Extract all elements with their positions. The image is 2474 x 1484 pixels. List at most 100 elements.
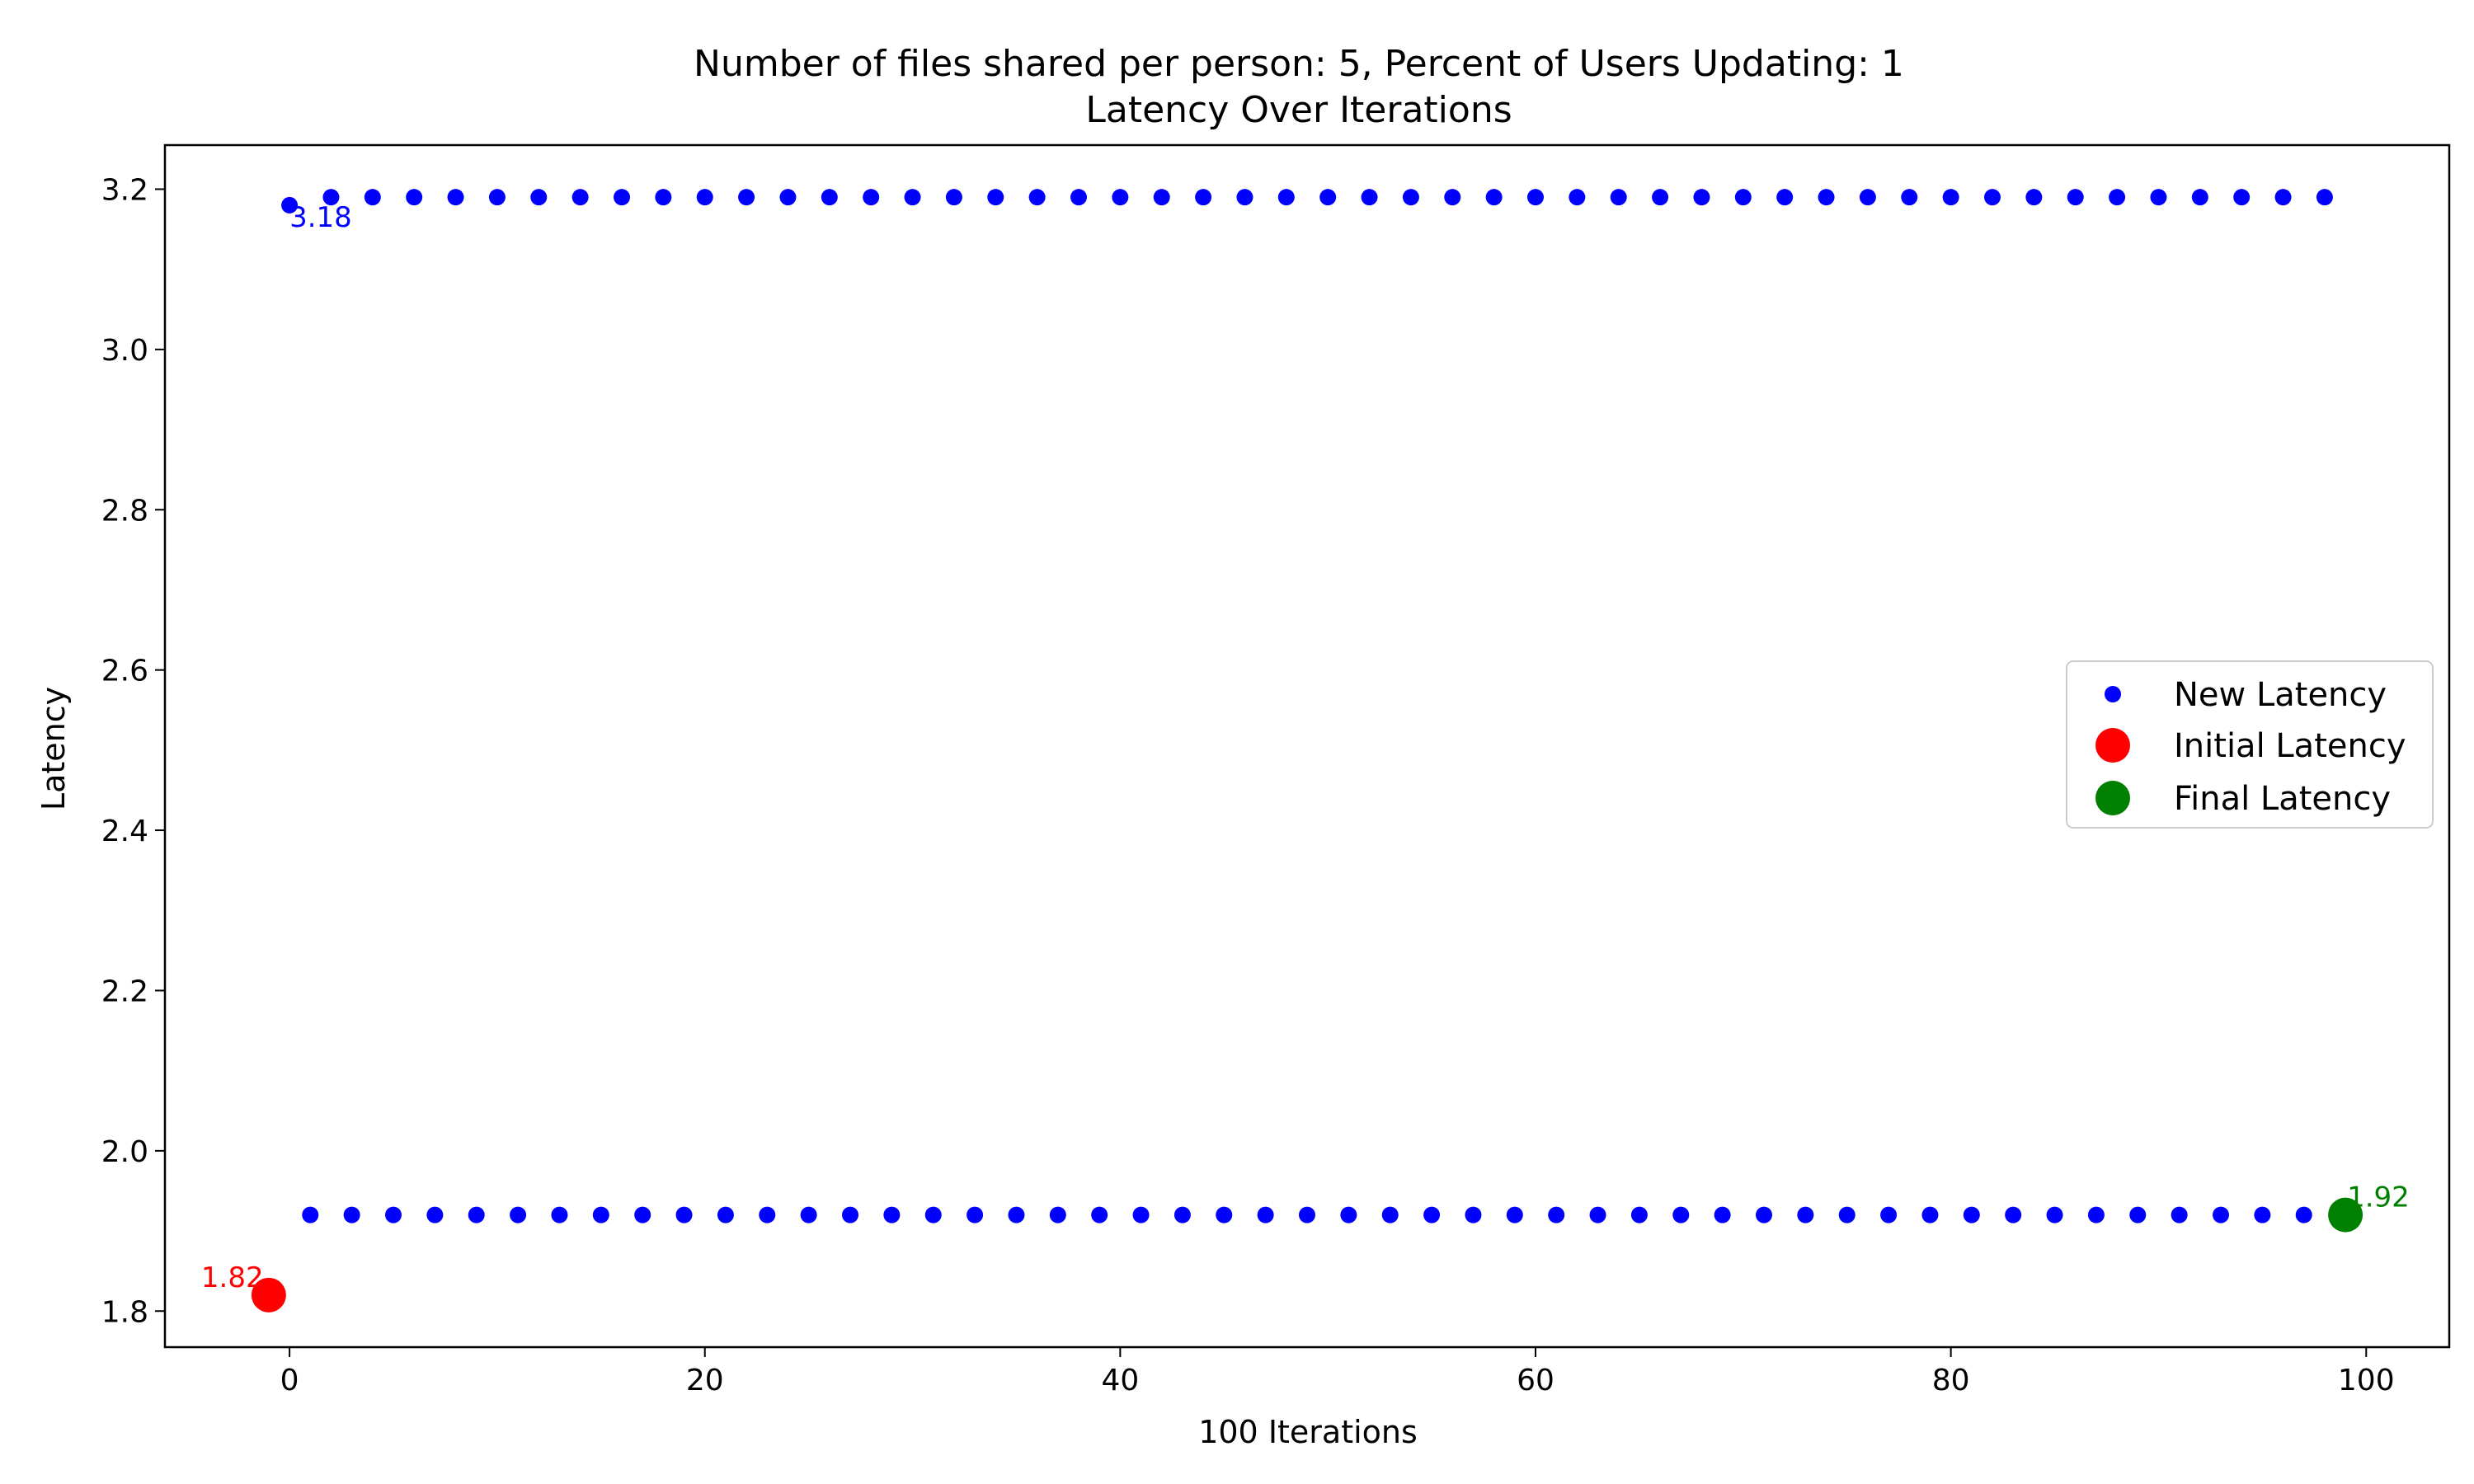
- new-latency-point: [655, 189, 672, 206]
- x-tick-label: 100: [2338, 1364, 2395, 1397]
- new-latency-point: [1776, 189, 1794, 206]
- new-latency-point: [1734, 189, 1752, 206]
- new-latency-point: [2233, 189, 2251, 206]
- new-latency-point: [1630, 1206, 1648, 1223]
- new-latency-point: [717, 1206, 734, 1223]
- new-latency-point: [987, 189, 1004, 206]
- new-latency-point: [1112, 189, 1129, 206]
- new-latency-point: [904, 189, 921, 206]
- y-tick-label: 3.2: [101, 173, 148, 207]
- plot-area: 3.18 1.82 1.92: [201, 189, 2410, 1313]
- new-latency-point: [364, 189, 381, 206]
- new-latency-point: [2316, 189, 2333, 206]
- new-latency-point: [696, 189, 713, 206]
- new-latency-point: [2087, 1206, 2105, 1223]
- new-latency-point: [883, 1206, 901, 1223]
- y-tick-label: 2.4: [101, 815, 148, 848]
- new-latency-point: [759, 1206, 776, 1223]
- x-tick-label: 60: [1517, 1364, 1554, 1397]
- new-latency-point: [510, 1206, 527, 1223]
- new-latency-point: [2274, 189, 2292, 206]
- legend-marker-new-latency: [2105, 686, 2121, 702]
- data-label: 1.82: [201, 1261, 264, 1294]
- new-latency-point: [1236, 189, 1253, 206]
- data-label: 3.18: [289, 201, 352, 234]
- x-axis: 0 20 40 60 80 100: [280, 1347, 2395, 1397]
- new-latency-point: [1838, 1206, 1856, 1223]
- new-latency-point: [2254, 1206, 2271, 1223]
- new-latency-point: [2295, 1206, 2312, 1223]
- new-latency-point: [1485, 189, 1503, 206]
- new-latency-point: [924, 1206, 942, 1223]
- y-tick-label: 2.6: [101, 655, 148, 688]
- y-tick-label: 3.0: [101, 334, 148, 368]
- legend-marker-final-latency: [2095, 781, 2130, 815]
- new-latency-point: [1070, 189, 1087, 206]
- new-latency-point: [1859, 189, 1876, 206]
- new-latency-point: [800, 1206, 817, 1223]
- new-latency-point: [2109, 189, 2126, 206]
- y-tick-label: 2.0: [101, 1135, 148, 1169]
- new-latency-point: [1921, 1206, 1939, 1223]
- new-latency-point: [1465, 1206, 1482, 1223]
- new-latency-point: [2067, 189, 2084, 206]
- x-tick-label: 20: [686, 1364, 724, 1397]
- new-latency-point: [1901, 189, 1918, 206]
- y-axis-label: Latency: [35, 687, 72, 810]
- new-latency-point: [322, 189, 340, 206]
- legend: New Latency Initial Latency Final Latenc…: [2066, 660, 2434, 829]
- new-latency-point: [1610, 189, 1627, 206]
- new-latency-point: [1091, 1206, 1108, 1223]
- new-latency-point: [1963, 1206, 1980, 1223]
- chart-subtitle: Latency Over Iterations: [1085, 89, 1512, 131]
- y-tick-label: 1.8: [101, 1295, 148, 1329]
- x-axis-label: 100 Iterations: [1198, 1414, 1418, 1450]
- x-tick-label: 0: [280, 1364, 299, 1397]
- new-latency-point: [447, 189, 464, 206]
- legend-marker-initial-latency: [2095, 728, 2130, 763]
- new-latency-point: [738, 189, 755, 206]
- legend-entry-new-latency: New Latency: [2174, 676, 2387, 714]
- new-latency-point: [2046, 1206, 2063, 1223]
- legend-entry-initial-latency: Initial Latency: [2174, 727, 2406, 765]
- new-latency-point: [1319, 189, 1337, 206]
- new-latency-point: [406, 189, 423, 206]
- new-latency-point: [1195, 189, 1212, 206]
- new-latency-point: [1132, 1206, 1150, 1223]
- new-latency-point: [1652, 189, 1669, 206]
- x-tick-label: 40: [1101, 1364, 1139, 1397]
- new-latency-point: [1444, 189, 1461, 206]
- new-latency-point: [1361, 189, 1378, 206]
- new-latency-point: [2191, 189, 2208, 206]
- new-latency-point: [1277, 189, 1295, 206]
- new-latency-point: [1880, 1206, 1898, 1223]
- new-latency-point: [945, 189, 962, 206]
- new-latency-point: [1569, 189, 1586, 206]
- new-latency-point: [1028, 189, 1046, 206]
- new-latency-point: [343, 1206, 360, 1223]
- new-latency-point: [1818, 189, 1835, 206]
- new-latency-point: [1402, 189, 1419, 206]
- new-latency-point: [281, 196, 299, 214]
- data-label: 1.92: [2347, 1181, 2410, 1214]
- new-latency-point: [675, 1206, 693, 1223]
- new-latency-point: [1693, 189, 1710, 206]
- new-latency-point: [842, 1206, 858, 1223]
- new-latency-point: [1216, 1206, 1233, 1223]
- new-latency-point: [1527, 189, 1544, 206]
- new-latency-point: [2129, 1206, 2147, 1223]
- final-latency-point: [2328, 1197, 2363, 1233]
- new-latency-point: [1797, 1206, 1814, 1223]
- new-latency-point: [1257, 1206, 1274, 1223]
- new-latency-point: [1299, 1206, 1315, 1223]
- new-latency-point: [2150, 189, 2167, 206]
- new-latency-point: [426, 1206, 444, 1223]
- new-latency-point: [571, 189, 589, 206]
- new-latency-point: [1423, 1206, 1441, 1223]
- y-axis: 1.8 2.0 2.2 2.4 2.6 2.8 3.0 3.2: [101, 173, 165, 1329]
- new-latency-point: [530, 189, 548, 206]
- x-tick-label: 80: [1932, 1364, 1970, 1397]
- new-latency-point: [1340, 1206, 1357, 1223]
- new-latency-point: [488, 189, 506, 206]
